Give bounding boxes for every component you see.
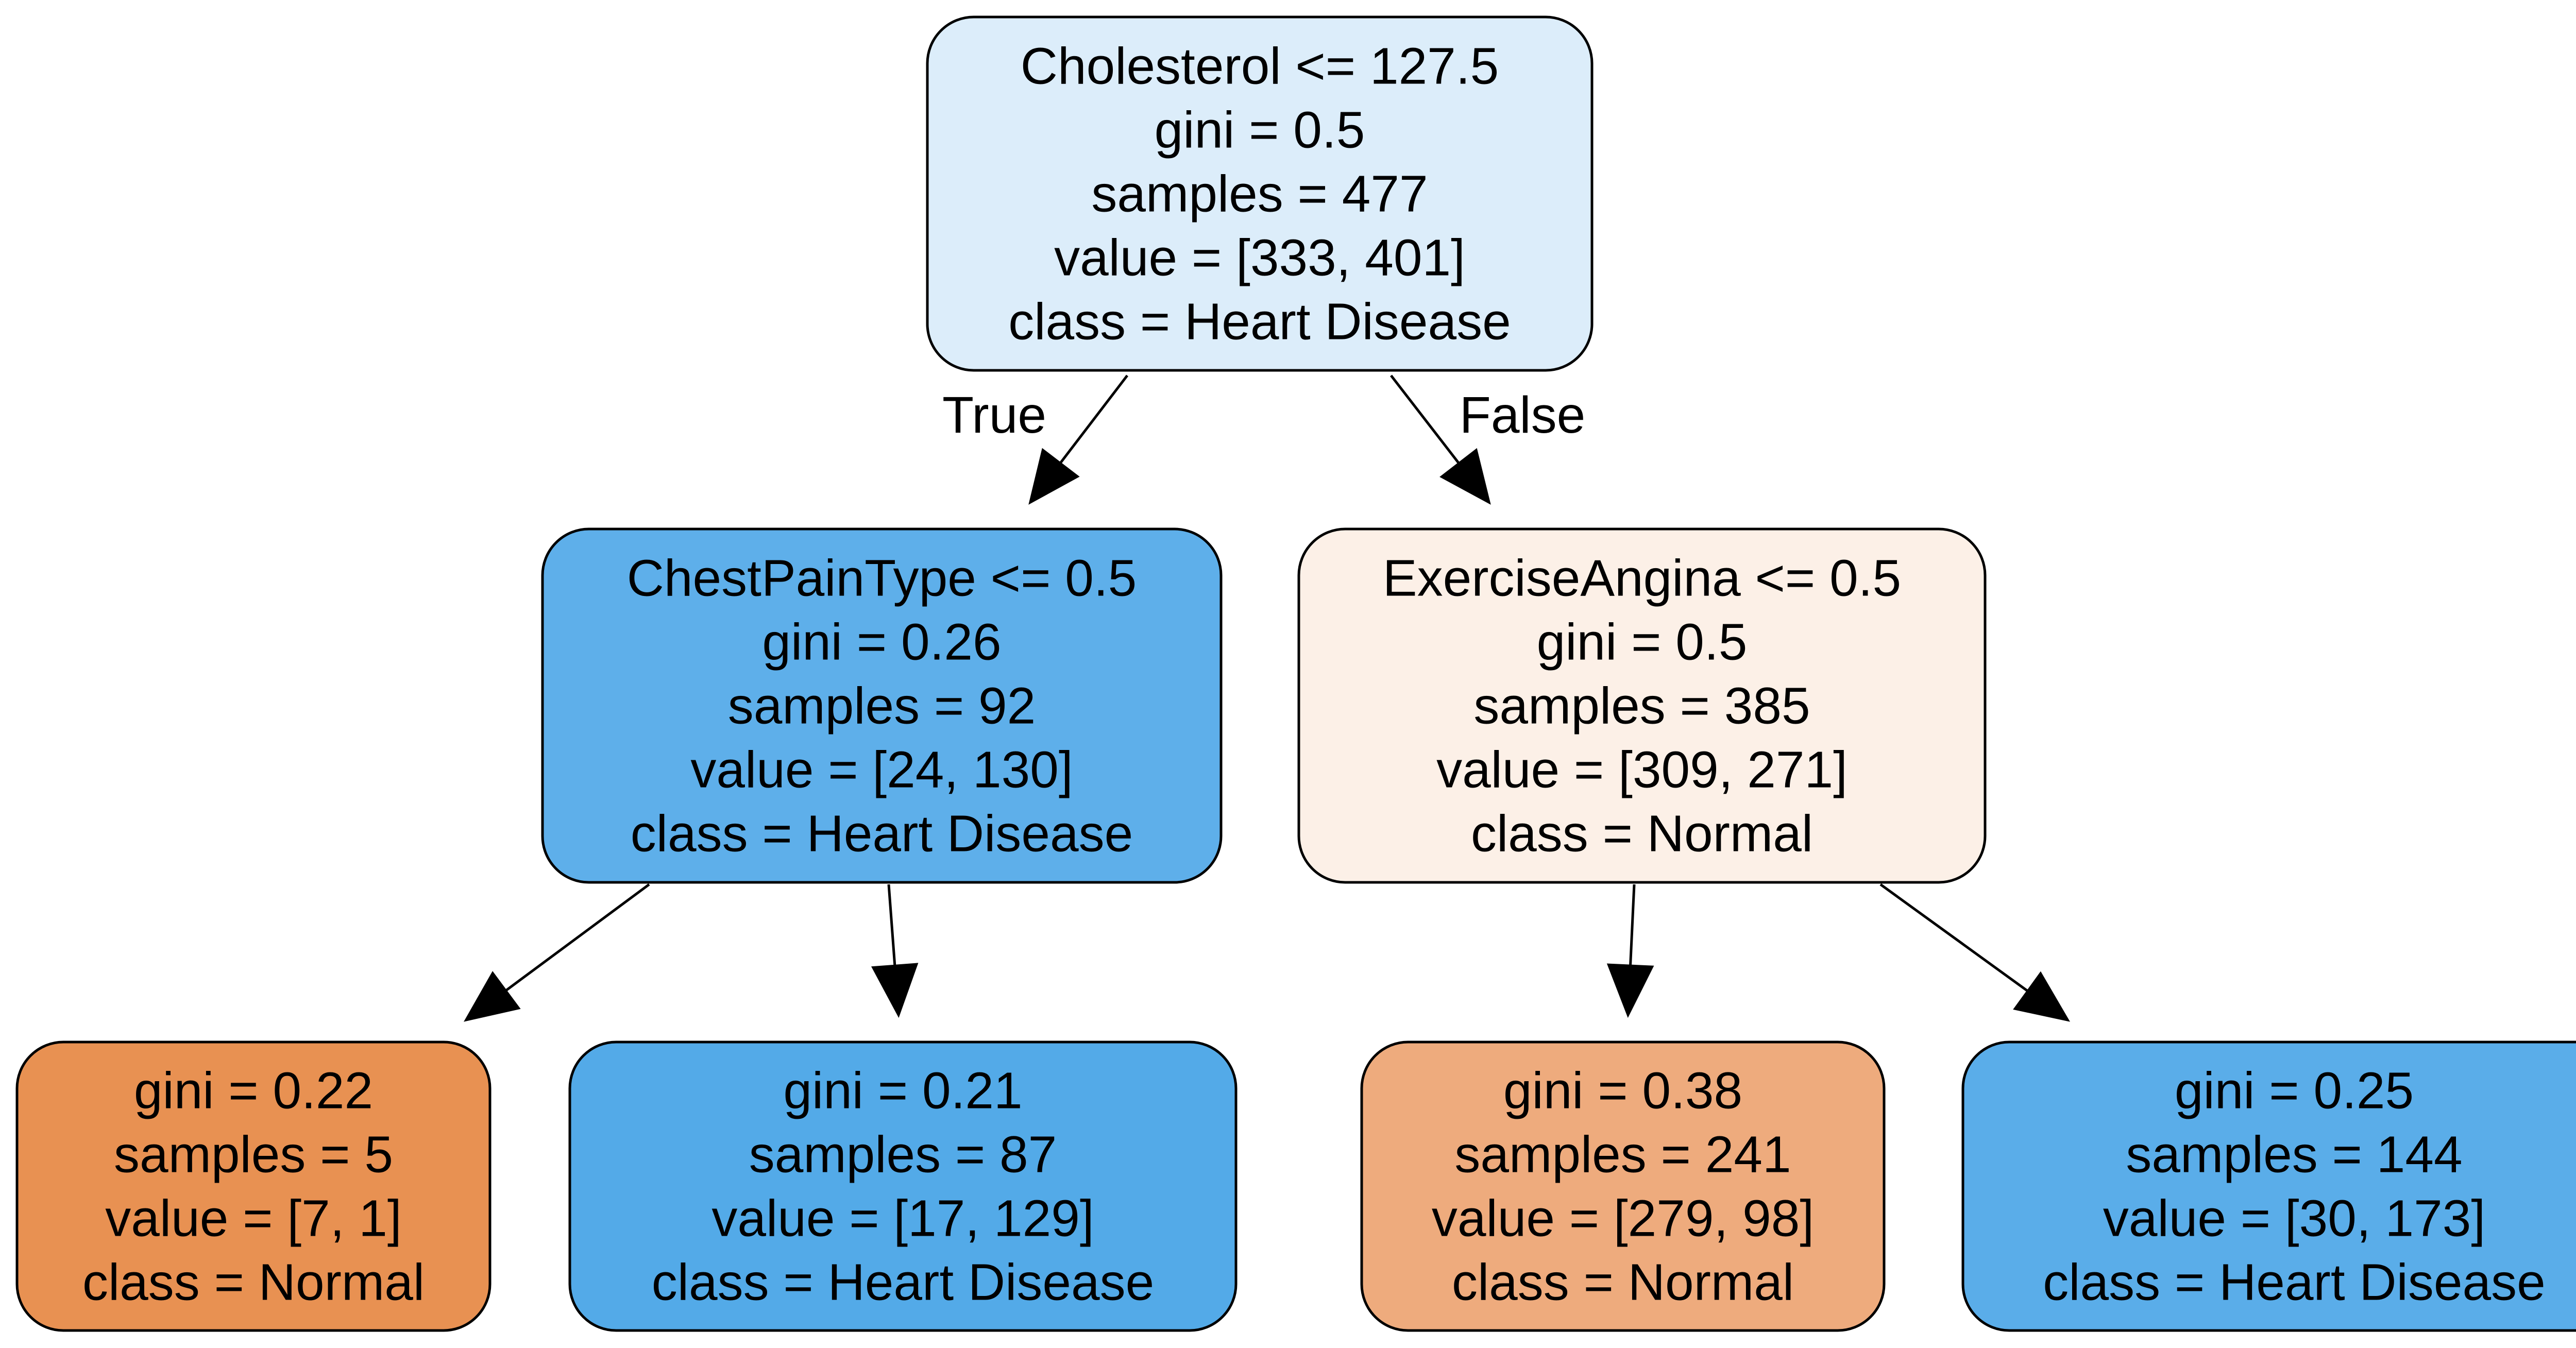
node-line: Cholesterol <= 127.5 <box>1021 38 1499 95</box>
node-line: gini = 0.21 <box>783 1062 1022 1120</box>
node-line: gini = 0.26 <box>762 613 1001 671</box>
tree-node-lr: gini = 0.21 samples = 87 value = [17, 129]… <box>568 1040 1238 1332</box>
edge-label: False <box>1460 386 1586 444</box>
edge-right-to-rl <box>1606 884 1654 1018</box>
node-box <box>1297 527 1987 884</box>
arrowhead-icon <box>1028 448 1080 505</box>
edge-line <box>887 884 896 966</box>
arrowhead-icon <box>1606 963 1654 1018</box>
edge-line <box>504 883 650 992</box>
arrowhead-icon <box>464 971 521 1022</box>
edge-right-to-rr <box>1879 883 2071 1022</box>
node-line: samples = 87 <box>749 1126 1057 1184</box>
node-line: samples = 241 <box>1454 1126 1791 1184</box>
edge-left-to-ll <box>464 883 650 1022</box>
edge-root-to-left: True <box>942 374 1128 505</box>
node-line: class = Normal <box>1471 805 1813 863</box>
tree-node-left: ChestPainType <= 0.5 gini = 0.26 samples =… <box>541 527 1223 884</box>
node-line: class = Normal <box>1452 1254 1794 1311</box>
tree-node-right: ExerciseAngina <= 0.5 gini = 0.5 samples =… <box>1297 527 1987 884</box>
edge-line <box>1390 374 1460 465</box>
edge-line <box>1879 883 2029 993</box>
node-line: samples = 385 <box>1473 677 1810 735</box>
arrowhead-icon <box>871 963 919 1018</box>
node-line: value = [17, 129] <box>711 1190 1094 1248</box>
edge-line <box>1059 374 1128 465</box>
node-line: samples = 477 <box>1091 165 1428 223</box>
node-box <box>926 15 1594 372</box>
node-box <box>541 527 1223 884</box>
node-line: ChestPainType <= 0.5 <box>627 550 1137 607</box>
node-box <box>15 1040 492 1332</box>
node-line: value = [279, 98] <box>1432 1190 1814 1248</box>
edge-line <box>1629 884 1636 966</box>
node-box <box>1360 1040 1886 1332</box>
node-line: gini = 0.22 <box>134 1062 373 1120</box>
node-line: class = Normal <box>82 1254 425 1311</box>
node-line: gini = 0.5 <box>1155 101 1365 159</box>
node-line: class = Heart Disease <box>1008 293 1511 351</box>
node-line: value = [30, 173] <box>2103 1190 2485 1248</box>
node-line: value = [333, 401] <box>1054 229 1465 287</box>
node-line: value = [309, 271] <box>1436 741 1848 799</box>
edge-root-to-right: False <box>1390 374 1586 505</box>
node-line: value = [7, 1] <box>105 1190 401 1248</box>
tree-node-rr: gini = 0.25 samples = 144 value = [30, 173… <box>1961 1040 2576 1332</box>
node-box <box>568 1040 1238 1332</box>
node-line: class = Heart Disease <box>631 805 1133 863</box>
node-line: class = Heart Disease <box>652 1254 1154 1311</box>
arrowhead-icon <box>2013 971 2071 1022</box>
node-line: class = Heart Disease <box>2043 1254 2545 1311</box>
tree-node-ll: gini = 0.22 samples = 5 value = [7, 1] clas… <box>15 1040 492 1332</box>
edge-label: True <box>942 386 1046 444</box>
node-line: gini = 0.38 <box>1503 1062 1742 1120</box>
node-line: gini = 0.5 <box>1537 613 1748 671</box>
arrowhead-icon <box>1439 448 1491 505</box>
node-line: samples = 92 <box>728 677 1036 735</box>
node-line: value = [24, 130] <box>690 741 1073 799</box>
node-line: samples = 5 <box>114 1126 393 1184</box>
node-line: gini = 0.25 <box>2175 1062 2414 1120</box>
edge-left-to-lr <box>871 884 919 1018</box>
node-line: samples = 144 <box>2126 1126 2462 1184</box>
tree-node-root: Cholesterol <= 127.5 gini = 0.5 samples = … <box>926 15 1594 372</box>
tree-node-rl: gini = 0.38 samples = 241 value = [279, 98… <box>1360 1040 1886 1332</box>
node-line: ExerciseAngina <= 0.5 <box>1383 550 1901 607</box>
node-box <box>1961 1040 2576 1332</box>
